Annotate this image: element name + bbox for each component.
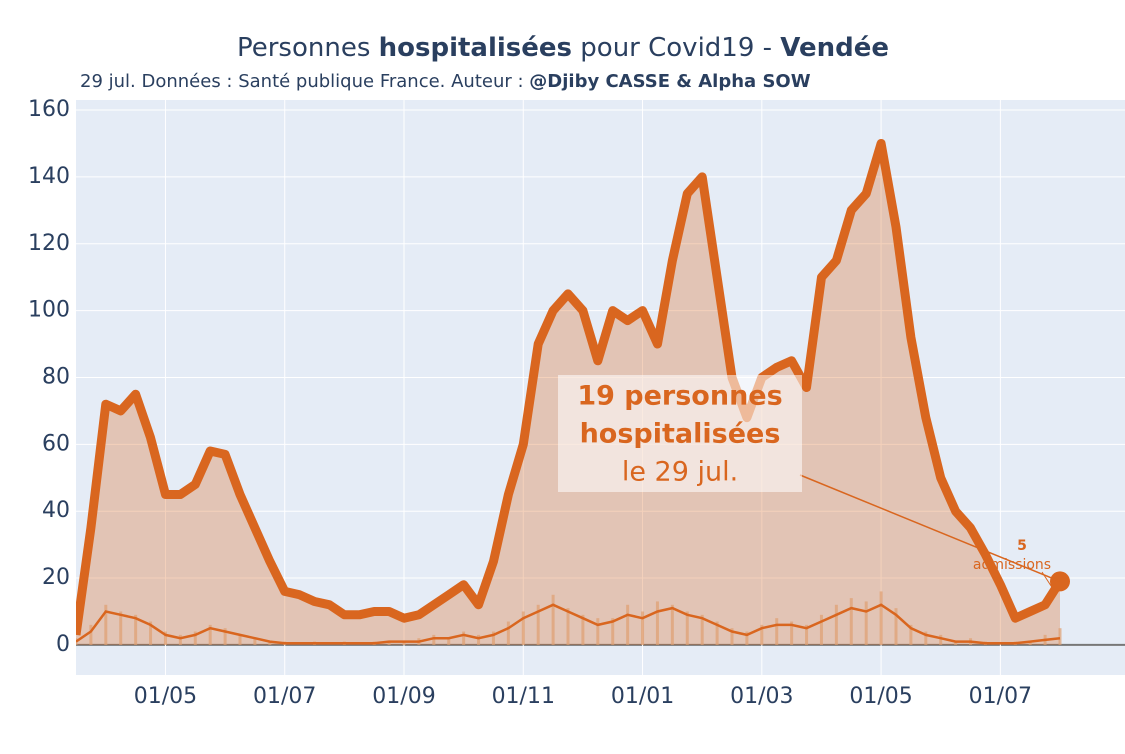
- y-tick-label: 60: [42, 431, 70, 456]
- bar: [805, 624, 809, 645]
- x-tick-label: 01/07: [253, 684, 316, 709]
- bar: [163, 631, 167, 645]
- bar: [477, 634, 481, 645]
- title-part: Vendée: [780, 33, 889, 63]
- y-tick-label: 40: [42, 498, 70, 523]
- annotation-text: hospitalisées: [580, 419, 781, 450]
- x-tick-label: 01/05: [134, 684, 197, 709]
- annotation-arrow: [799, 474, 1061, 583]
- bar: [506, 621, 510, 645]
- y-tick-label: 0: [56, 632, 70, 657]
- bar: [119, 611, 123, 645]
- bar: [626, 604, 630, 645]
- annotation-text: le 29 jul.: [622, 457, 738, 488]
- x-tick-label: 01/07: [969, 684, 1032, 709]
- bar: [641, 611, 645, 645]
- bar: [655, 601, 659, 645]
- bar: [268, 641, 272, 645]
- bar: [730, 628, 734, 645]
- bar: [402, 641, 406, 645]
- annotation-text: admissions: [973, 557, 1051, 573]
- x-tick-label: 01/09: [372, 684, 435, 709]
- x-tick-label: 01/05: [849, 684, 912, 709]
- bar: [894, 608, 898, 645]
- title-part: Personnes: [237, 33, 379, 63]
- bar: [551, 594, 555, 645]
- bar: [238, 634, 242, 645]
- bar: [834, 604, 838, 645]
- bar: [685, 611, 689, 645]
- annotation-arrow: [1041, 571, 1056, 593]
- bar: [193, 631, 197, 645]
- bar: [223, 628, 227, 645]
- title-part: pour Covid19 -: [572, 33, 780, 63]
- bar: [909, 624, 913, 645]
- bar: [1058, 628, 1062, 645]
- bar: [745, 631, 749, 645]
- subtitle-part: @Djiby CASSE & Alpha SOW: [529, 71, 810, 92]
- annotation-text: 19 personnes: [577, 381, 782, 412]
- bar: [253, 638, 257, 645]
- bar: [864, 601, 868, 645]
- line: [76, 139, 1064, 636]
- bar: [89, 624, 93, 645]
- bar: [596, 618, 600, 645]
- y-tick-label: 100: [28, 298, 70, 323]
- bar: [700, 614, 704, 645]
- bar: [611, 618, 615, 645]
- bar: [715, 621, 719, 645]
- bar: [790, 621, 794, 645]
- y-tick-label: 120: [28, 231, 70, 256]
- chart-subtitle: 29 jul. Données : Santé publique France.…: [80, 71, 811, 92]
- subtitle-part: 29 jul. Données : Santé publique France.…: [80, 71, 529, 92]
- bar: [521, 611, 525, 645]
- y-tick-label: 80: [42, 364, 70, 389]
- bar: [775, 618, 779, 645]
- bar: [208, 624, 212, 645]
- bar: [491, 631, 495, 645]
- y-tick-label: 20: [42, 565, 70, 590]
- bar: [924, 631, 928, 645]
- bar: [879, 591, 883, 645]
- chart-title: Personnes hospitalisées pour Covid19 - V…: [237, 33, 889, 63]
- x-tick-label: 01/03: [730, 684, 793, 709]
- bar: [760, 624, 764, 645]
- bar: [939, 634, 943, 645]
- bar: [149, 621, 153, 645]
- bar: [819, 614, 823, 645]
- bar: [536, 604, 540, 645]
- y-tick-label: 160: [28, 97, 70, 122]
- labels: 0 20 40 60 80 100 120 140 160 01/05 01/07 01/09 01/1…: [28, 97, 1061, 709]
- x-tick-label: 01/11: [492, 684, 555, 709]
- annotation-box: [558, 375, 802, 492]
- bar: [1028, 641, 1032, 645]
- bar: [566, 608, 570, 645]
- bar: [387, 641, 391, 645]
- line: [76, 603, 1061, 645]
- bar: [849, 598, 853, 645]
- bar: [178, 634, 182, 645]
- bar: [134, 614, 138, 645]
- annotation-value: 5: [1017, 538, 1027, 554]
- bar: [104, 604, 108, 645]
- x-tick-label: 01/01: [611, 684, 674, 709]
- bar: [462, 631, 466, 645]
- bar: [447, 638, 451, 645]
- y-tick-label: 140: [28, 164, 70, 189]
- bar: [581, 614, 585, 645]
- bar: [670, 604, 674, 645]
- title-part: hospitalisées: [379, 33, 572, 63]
- bar: [432, 634, 436, 645]
- bar: [954, 641, 958, 645]
